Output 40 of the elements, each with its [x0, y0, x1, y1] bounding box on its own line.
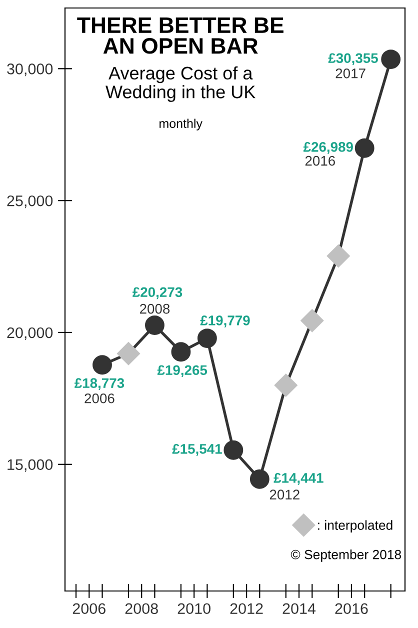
point: [171, 342, 191, 362]
point: [116, 342, 140, 366]
data-label: £19,779: [200, 316, 250, 328]
data-label: £18,773: [74, 378, 124, 390]
x-tick-label: 2014: [282, 603, 316, 614]
annotation: 2012: [270, 490, 300, 500]
annotation: 2006: [84, 393, 114, 404]
x-tick-label: 2012: [230, 603, 263, 614]
x-tick-label: 2008: [125, 603, 158, 614]
y-tick-label: 25,000: [7, 195, 53, 208]
x-tick-label: 2006: [72, 603, 106, 614]
text: Average Cost of a Wedding in the UK: [106, 66, 256, 102]
annotation: 2008: [140, 304, 170, 314]
data-label: £15,541: [172, 444, 222, 456]
data-label: £14,441: [274, 473, 324, 485]
annotation: © September 2018: [290, 550, 402, 562]
annotation: 2016: [305, 156, 335, 166]
point: [224, 440, 244, 460]
point: [274, 374, 298, 397]
data-label: £20,273: [132, 287, 182, 300]
x-tick-label: 2016: [335, 603, 368, 614]
data-label: £30,355: [328, 53, 378, 66]
point: [250, 469, 270, 489]
point: [197, 328, 217, 348]
point: [92, 355, 112, 375]
y-tick-label: 20,000: [7, 327, 53, 340]
y-tick-label: 30,000: [7, 64, 53, 76]
data-label: £26,989: [303, 142, 353, 154]
data-label: £19,265: [157, 365, 208, 378]
legend-label: : interpolated: [318, 520, 392, 532]
point: [381, 50, 401, 70]
point: [145, 316, 164, 335]
annotation: monthly: [160, 118, 202, 130]
point: [300, 309, 324, 332]
x-tick-label: 2010: [178, 603, 210, 614]
point: [354, 138, 374, 158]
point: [326, 244, 350, 268]
annotation: 2017: [336, 68, 366, 78]
y-tick-label: 15,000: [8, 459, 53, 472]
text: THERE BETTER BE AN OPEN BAR: [77, 18, 284, 54]
